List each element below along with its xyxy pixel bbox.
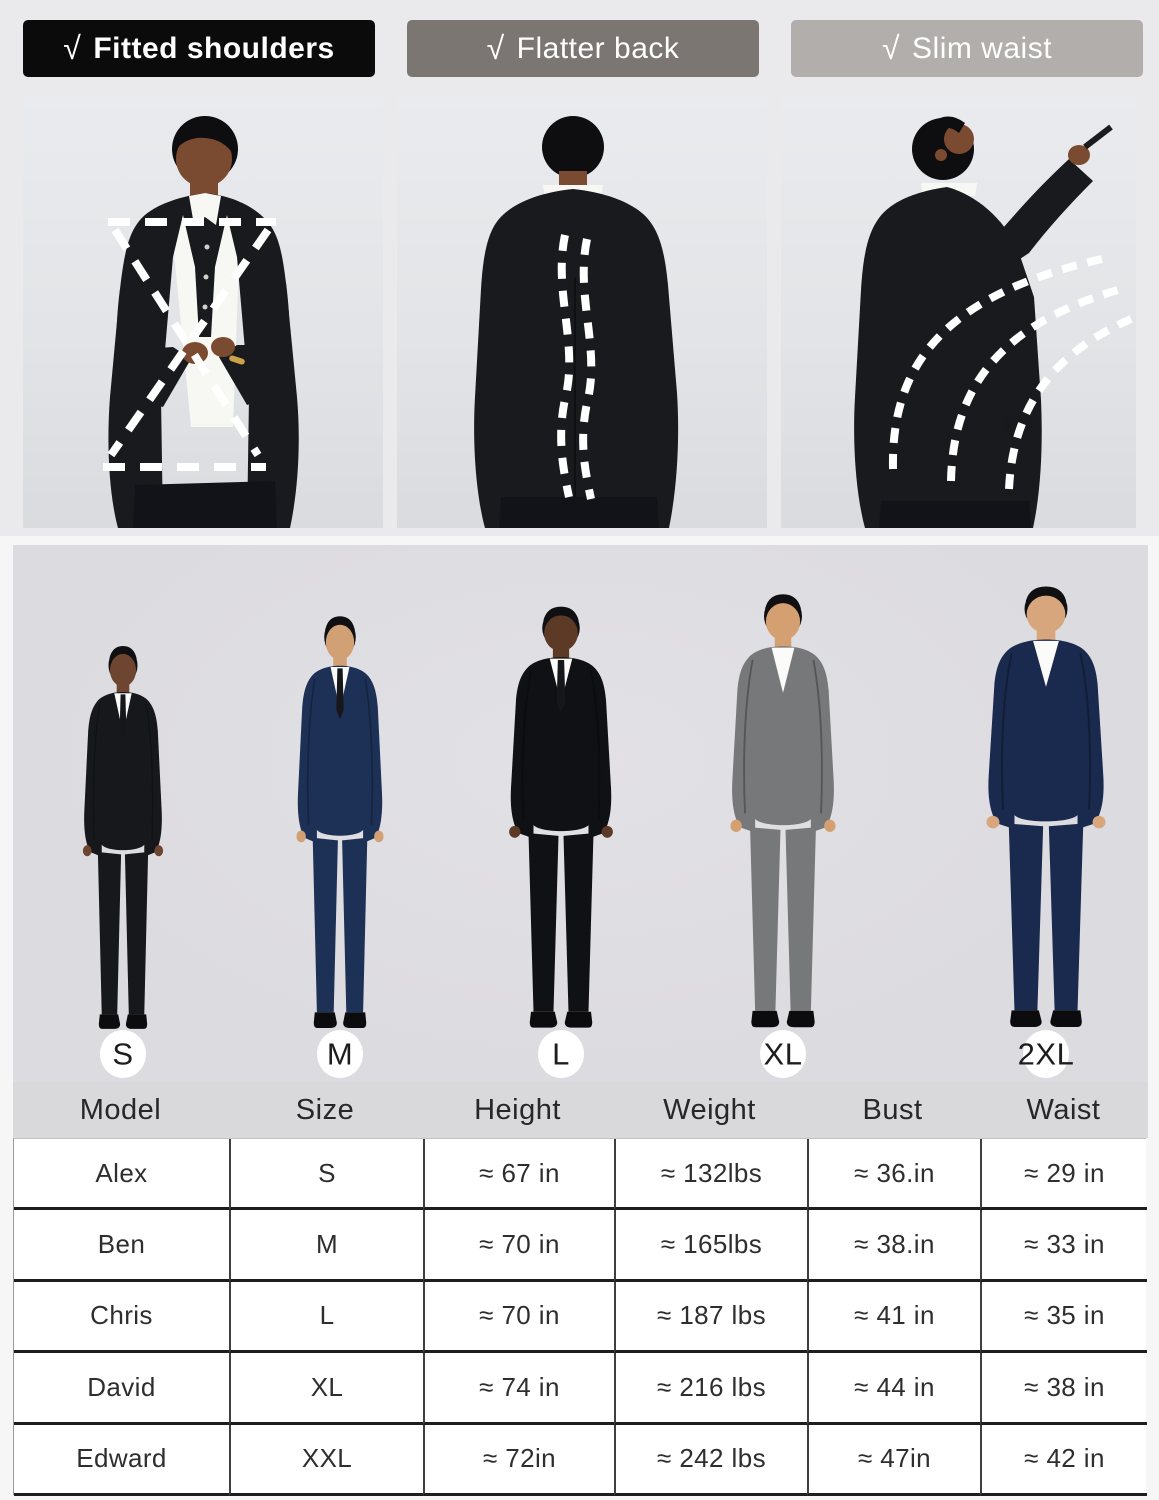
size-lineup-section: S M L: [13, 545, 1148, 1082]
feature-badge-fitted-shoulders: √ Fitted shoulders: [23, 20, 375, 77]
size-table-body: Alex S ≈ 67 in ≈ 132lbs ≈ 36.in ≈ 29 in Ben M ≈ …: [13, 1138, 1147, 1496]
size-bubble-disc: [1023, 1030, 1069, 1078]
size-value-cell: ≈ 67 in: [423, 1139, 614, 1211]
slim-waist-annotation: [888, 253, 1133, 490]
flatter-back-annotation: [557, 234, 596, 500]
checkmark-icon: √: [63, 30, 82, 66]
size-bubble-label: XL: [763, 1036, 803, 1072]
size-value-cell: S: [229, 1139, 423, 1211]
feature-label: Flatter back: [516, 31, 680, 65]
column-header-waist: Waist: [1026, 1093, 1101, 1126]
size-value-cell: ≈ 44 in: [807, 1353, 980, 1425]
model-name-cell: Ben: [14, 1210, 229, 1282]
size-value-cell: XL: [229, 1353, 423, 1425]
model-name-cell: Edward: [14, 1425, 229, 1496]
column-header-bust: Bust: [862, 1093, 923, 1126]
size-value-cell: ≈ 187 lbs: [614, 1281, 807, 1354]
size-value-cell: ≈ 35 in: [980, 1281, 1147, 1354]
column-header-height: Height: [474, 1093, 561, 1126]
size-bubble-disc: [760, 1030, 806, 1078]
size-bubble-disc: [317, 1030, 363, 1078]
suit-front-silhouette: [103, 116, 299, 528]
size-bubble-l: L: [501, 1030, 621, 1080]
feature-label: Slim waist: [912, 31, 1053, 65]
feature-badge-slim-waist: √ Slim waist: [791, 20, 1143, 77]
size-value-cell: ≈ 216 lbs: [614, 1353, 807, 1425]
size-bubble-disc: [538, 1030, 584, 1078]
size-bubble-s: S: [63, 1030, 183, 1080]
checkmark-icon: √: [881, 30, 901, 66]
size-bubble-label: S: [112, 1036, 134, 1072]
size-bubble-label: 2XL: [1017, 1036, 1075, 1072]
size-value-cell: M: [229, 1210, 423, 1282]
size-bubble-m: M: [280, 1030, 400, 1080]
suit-raised-arm-silhouette: [854, 116, 1133, 528]
size-value-cell: ≈ 74 in: [423, 1353, 614, 1425]
fit-photo-raised-arm-view: [781, 97, 1136, 528]
size-value-cell: ≈ 165lbs: [614, 1210, 807, 1282]
size-value-cell: ≈ 72in: [423, 1424, 614, 1496]
size-value-cell: L: [229, 1281, 423, 1354]
feature-label: Fitted shoulders: [93, 31, 335, 65]
size-value-cell: ≈ 33 in: [980, 1210, 1147, 1282]
size-value-cell: XXL: [229, 1424, 423, 1496]
size-value-cell: ≈ 47in: [807, 1424, 980, 1496]
column-header-weight: Weight: [663, 1093, 756, 1126]
column-header-size: Size: [295, 1093, 355, 1126]
size-value-cell: ≈ 42 in: [980, 1424, 1147, 1496]
size-bubble-label: L: [552, 1036, 570, 1072]
checkmark-icon: √: [486, 30, 505, 66]
size-value-cell: ≈ 70 in: [423, 1281, 614, 1354]
model-figure-xl: [707, 575, 859, 1041]
size-value-cell: ≈ 132lbs: [614, 1139, 807, 1211]
size-bubble-2xl: 2XL: [986, 1030, 1106, 1080]
size-value-cell: ≈ 70 in: [423, 1210, 614, 1282]
fit-photo-front-view: [23, 97, 383, 528]
size-value-cell: ≈ 38 in: [980, 1353, 1147, 1425]
model-figure-m: [277, 598, 403, 1041]
model-figure-s: [65, 629, 181, 1041]
size-value-cell: ≈ 41 in: [807, 1281, 980, 1354]
size-value-cell: ≈ 29 in: [980, 1139, 1147, 1211]
column-header-model: Model: [79, 1093, 162, 1126]
size-bubble-xl: XL: [723, 1030, 843, 1080]
fit-photo-back-view: [397, 97, 767, 528]
shoulder-fit-annotation: [103, 218, 276, 471]
size-value-cell: ≈ 242 lbs: [614, 1424, 807, 1496]
feature-badge-flatter-back: √ Flatter back: [407, 20, 759, 77]
model-name-cell: Chris: [14, 1282, 229, 1354]
size-value-cell: ≈ 38.in: [807, 1210, 980, 1282]
model-figure-l: [486, 588, 636, 1041]
model-name-cell: Alex: [14, 1139, 229, 1211]
size-table-header: Model Size Height Weight Bust Waist: [13, 1082, 1148, 1138]
model-name-cell: David: [14, 1353, 229, 1425]
size-bubble-disc: [100, 1030, 146, 1078]
suit-back-silhouette: [474, 116, 679, 528]
model-figure-2xl: [960, 567, 1132, 1041]
size-value-cell: ≈ 36.in: [807, 1139, 980, 1211]
size-bubble-label: M: [326, 1036, 354, 1072]
